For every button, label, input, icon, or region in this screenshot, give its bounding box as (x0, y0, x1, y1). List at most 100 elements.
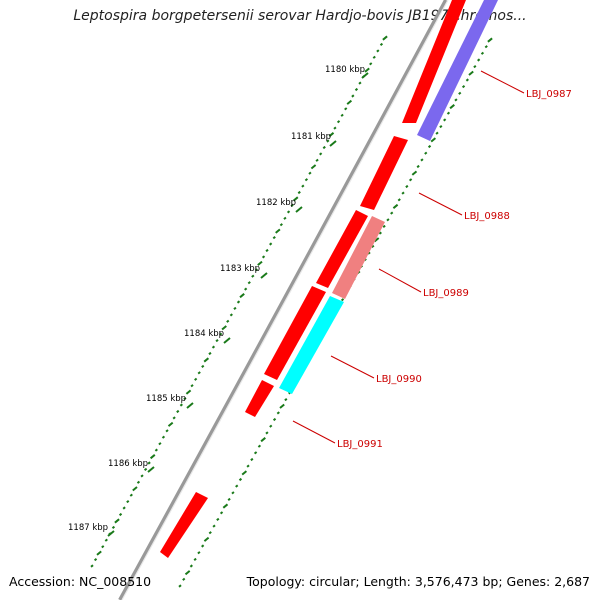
kbp-label: 1184 kbp (184, 329, 224, 339)
tick-mark (376, 49, 380, 53)
tick-mark (279, 223, 283, 227)
tick-mark (304, 178, 309, 182)
kbp-axis: 1180 kbp 1181 kbp 1182 kbp 1183 kbp 1184… (68, 65, 369, 537)
tick-mark (182, 577, 186, 581)
tick-mark (310, 164, 317, 170)
tick-mark (408, 178, 413, 182)
gene-block[interactable] (360, 136, 408, 210)
tick-mark (461, 85, 466, 89)
tick-mark (416, 164, 420, 169)
tick-mark (233, 306, 237, 310)
tick-mark (333, 126, 337, 130)
tick-mark (382, 35, 388, 41)
tick-mark (241, 470, 248, 476)
tick-mark (272, 236, 276, 240)
tick-mark (319, 152, 323, 156)
gene-label[interactable]: LBJ_0989 (423, 288, 469, 299)
tick-mark (208, 351, 212, 356)
tick-mark (449, 104, 455, 110)
tick-mark (190, 384, 194, 388)
tick-mark (340, 298, 345, 302)
tick-mark (364, 67, 370, 73)
tick-mark (208, 531, 212, 535)
gene-block[interactable] (316, 210, 368, 288)
tick-mark (372, 55, 376, 59)
tick-mark (484, 45, 488, 49)
gene-block[interactable] (160, 492, 208, 558)
kbp-label: 1183 kbp (220, 264, 260, 274)
kbp-label: 1185 kbp (146, 394, 186, 404)
tick-mark (189, 564, 193, 568)
tick-mark (227, 497, 231, 501)
tick-mark (265, 431, 269, 435)
tick-mark (297, 190, 301, 195)
chromosome-backbone (118, 0, 448, 600)
tick-mark (354, 87, 359, 92)
tick-mark (284, 398, 288, 402)
gene-block[interactable] (245, 380, 274, 417)
tick-mark (401, 191, 405, 195)
tick-mark (390, 211, 394, 215)
tick-mark (328, 132, 335, 138)
tick-mark (96, 550, 102, 556)
tick-mark (269, 242, 273, 246)
tick-mark (104, 538, 108, 542)
tick-mark (443, 118, 447, 122)
tick-mark (379, 42, 384, 46)
tick-mark (446, 111, 451, 115)
tick-mark (236, 300, 241, 304)
tick-mark (122, 506, 126, 510)
tick-mark (336, 120, 341, 124)
tick-mark (126, 500, 130, 504)
gene-label[interactable]: LBJ_0988 (464, 211, 510, 222)
tick-mark (197, 551, 201, 555)
gene-label[interactable]: LBJ_0990 (376, 374, 422, 385)
tick-mark (215, 339, 219, 343)
tick-mark (315, 158, 319, 162)
tick-mark (301, 184, 305, 188)
tick-mark (222, 503, 229, 509)
outer-tick-ring (90, 35, 388, 568)
kbp-label: 1182 kbp (256, 198, 296, 208)
tick-mark (178, 584, 182, 588)
tick-mark (167, 421, 174, 427)
tick-mark (143, 467, 148, 471)
tick-mark (420, 158, 424, 162)
tick-mark (183, 397, 187, 401)
tick-mark (346, 99, 353, 105)
gene-block-cyan[interactable] (279, 296, 344, 394)
tick-mark (203, 536, 210, 542)
gene-label[interactable]: LBJ_0991 (337, 439, 383, 450)
tick-mark (149, 454, 156, 460)
tick-mark (260, 437, 266, 443)
tick-mark (211, 345, 216, 349)
tick-mark (193, 557, 197, 561)
tick-mark (203, 357, 210, 363)
tick-mark (477, 58, 481, 62)
gene-block[interactable] (264, 286, 326, 380)
tick-mark (439, 125, 443, 129)
gene-label[interactable]: LBJ_0987 (526, 89, 572, 100)
tick-mark (93, 558, 98, 562)
tick-mark (253, 451, 258, 455)
tick-mark (129, 493, 133, 497)
kbp-label: 1187 kbp (68, 523, 108, 533)
tick-mark (219, 332, 223, 336)
gene-block[interactable] (402, 0, 466, 123)
tick-mark (247, 281, 251, 285)
tick-mark (118, 512, 123, 517)
gene-block-purple[interactable] (417, 0, 498, 141)
tick-mark (322, 145, 326, 150)
tick-mark (238, 477, 243, 482)
tick-mark (176, 409, 180, 414)
tick-mark (90, 564, 94, 568)
tick-mark (480, 51, 485, 55)
tick-mark (265, 248, 269, 253)
tick-mark (261, 255, 266, 259)
gene-block-pseudo[interactable] (332, 216, 385, 299)
tick-mark (184, 570, 191, 576)
tick-mark (465, 78, 469, 82)
tick-mark (382, 224, 386, 228)
tick-mark (132, 486, 138, 492)
